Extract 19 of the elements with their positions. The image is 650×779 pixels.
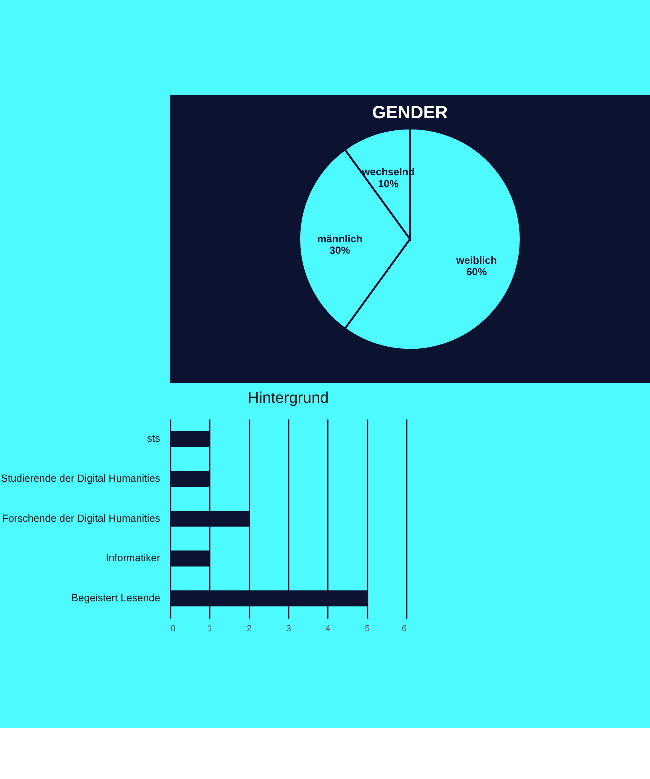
slice-label: männlich: [317, 234, 363, 246]
data-label: 60%: [466, 268, 488, 279]
y-tick-label: Studierende der Digital Humanities: [1, 474, 160, 486]
y-tick-label: Begeistert Lesende: [72, 594, 161, 605]
slice-label: weiblich: [456, 256, 498, 267]
x-tick-label: 2: [247, 623, 252, 634]
x-tick-label: 5: [365, 623, 370, 634]
x-tick-label: 0: [170, 623, 176, 634]
chart-title: Hintergrund: [248, 390, 329, 408]
y-tick-label: Informatiker: [106, 554, 162, 565]
x-tick-label: 1: [208, 623, 213, 634]
x-tick-label: 4: [326, 623, 331, 634]
data-label: 10%: [378, 179, 399, 190]
data-label: 30%: [330, 246, 350, 258]
x-tick-label: 3: [286, 623, 292, 634]
y-tick-label: sts: [147, 434, 160, 446]
y-tick-label: Forschende der Digital Humanities: [2, 514, 160, 525]
x-tick-label: 6: [402, 623, 407, 634]
chart-title: GENDER: [372, 102, 448, 122]
